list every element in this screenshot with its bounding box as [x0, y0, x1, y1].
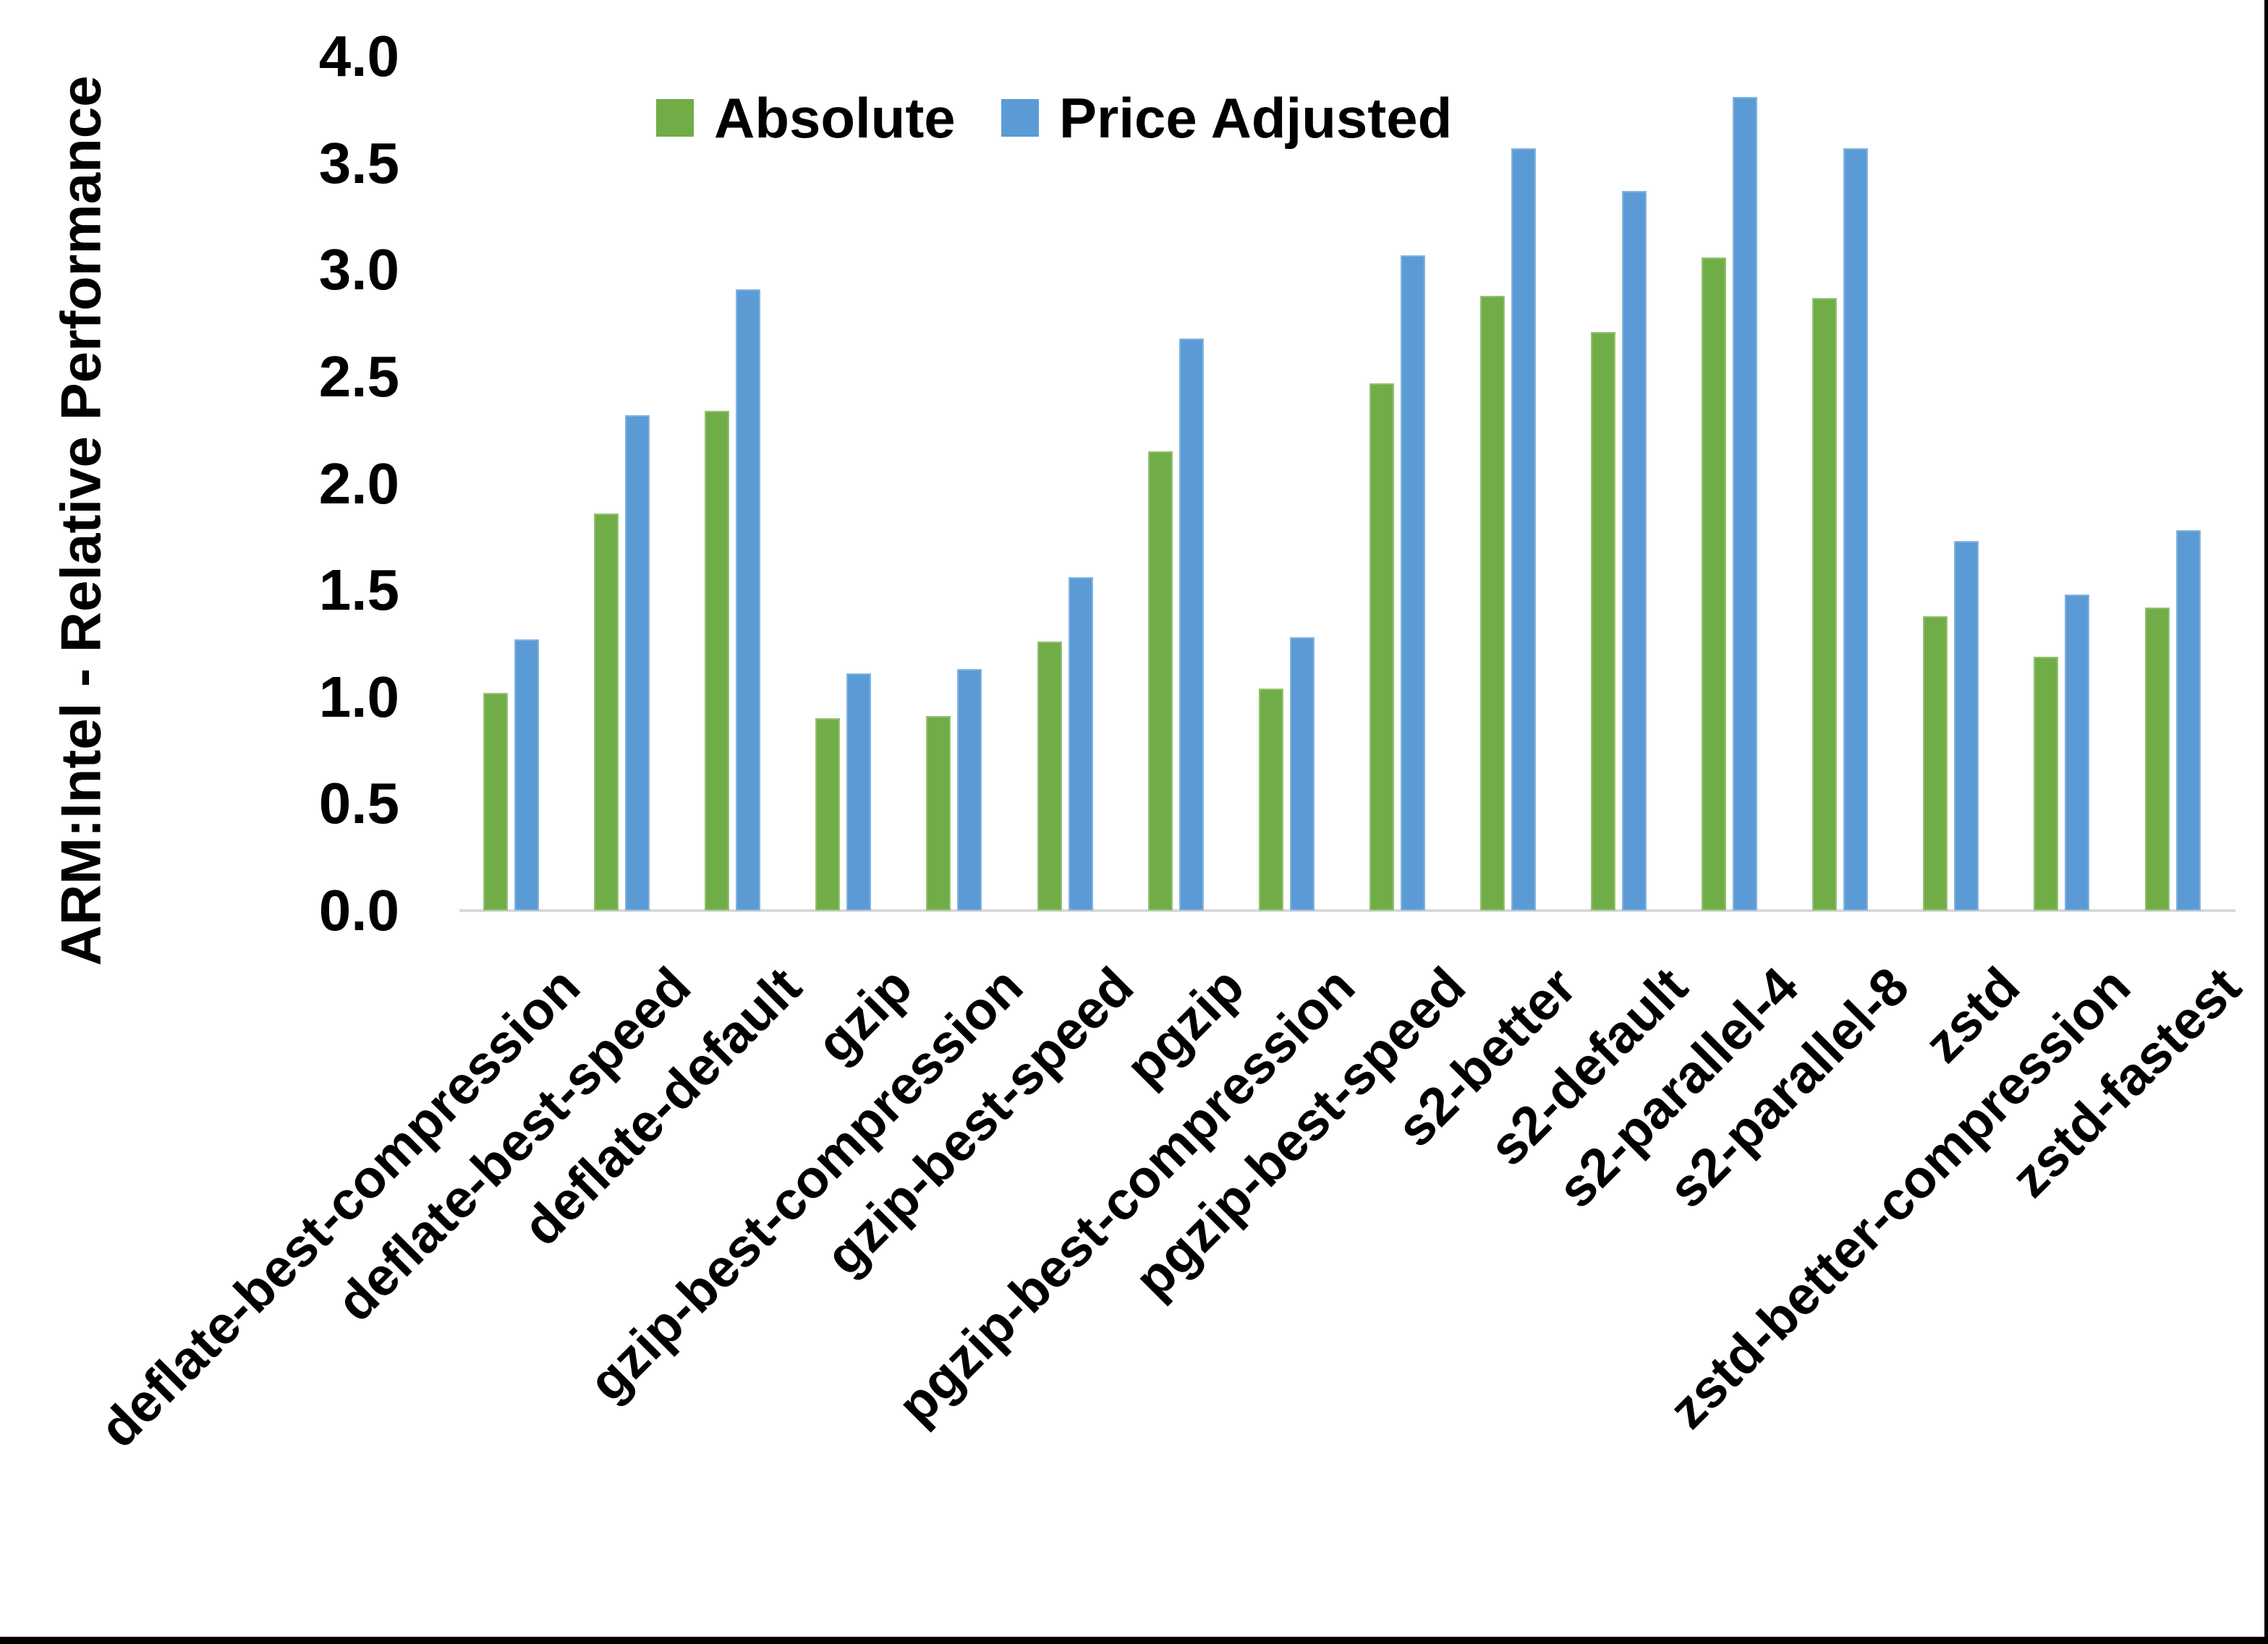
- bar-price-adjusted-gzip-best-compression: [957, 669, 982, 911]
- bar-absolute-deflate-best-compression: [483, 692, 508, 911]
- bar-price-adjusted-deflate-best-speed: [625, 415, 650, 911]
- bar-price-adjusted-s2-default: [1622, 191, 1647, 911]
- bar-absolute-deflate-best-speed: [594, 513, 619, 911]
- bar-absolute-s2-better: [1479, 295, 1505, 911]
- y-tick-label: 1.0: [318, 664, 399, 729]
- bar-absolute-s2-default: [1591, 331, 1615, 911]
- bar-price-adjusted-deflate-best-compression: [514, 639, 539, 911]
- x-axis-line: [459, 909, 2235, 912]
- legend-item-price-adjusted: Price Adjusted: [1001, 90, 1452, 146]
- bar-absolute-zstd-better-compression: [2034, 656, 2059, 911]
- bar-price-adjusted-s2-better: [1511, 148, 1536, 911]
- legend-swatch-price-adjusted-icon: [1001, 99, 1039, 137]
- bar-absolute-gzip-best-compression: [926, 716, 951, 911]
- y-tick-label: 2.0: [318, 451, 399, 516]
- bar-price-adjusted-gzip-best-speed: [1068, 577, 1093, 911]
- bar-absolute-deflate-default: [705, 411, 730, 911]
- y-tick-label: 4.0: [318, 24, 399, 88]
- y-tick-label: 1.5: [318, 558, 399, 623]
- window-right-border: [2264, 0, 2268, 1644]
- window-bottom-border: [0, 1637, 2268, 1644]
- y-tick-label: 3.0: [318, 237, 399, 302]
- bar-absolute-gzip: [815, 718, 841, 911]
- bar-absolute-zstd-fastest: [2144, 607, 2170, 911]
- y-tick-label: 3.5: [318, 130, 399, 195]
- legend-label-absolute: Absolute: [714, 86, 956, 150]
- y-tick-label: 2.5: [318, 344, 399, 409]
- bar-price-adjusted-deflate-default: [736, 289, 761, 911]
- legend-swatch-absolute-icon: [656, 99, 694, 137]
- bar-price-adjusted-zstd-fastest: [2175, 530, 2201, 911]
- bar-price-adjusted-zstd-better-compression: [2065, 595, 2090, 911]
- bar-absolute-s2-parallel-8: [1812, 297, 1838, 911]
- bar-price-adjusted-pgzip-best-compression: [1289, 637, 1314, 911]
- legend-label-price-adjusted: Price Adjusted: [1059, 86, 1453, 150]
- legend-item-absolute: Absolute: [656, 90, 956, 146]
- bar-absolute-zstd: [1923, 616, 1948, 911]
- bar-absolute-pgzip-best-compression: [1258, 688, 1283, 911]
- y-tick-label: 0.5: [318, 771, 399, 836]
- bar-price-adjusted-gzip: [846, 673, 872, 911]
- bar-price-adjusted-zstd: [1954, 541, 1979, 911]
- bar-price-adjusted-s2-parallel-4: [1733, 97, 1758, 911]
- bar-absolute-pgzip: [1147, 451, 1173, 911]
- bar-absolute-gzip-best-speed: [1037, 641, 1062, 911]
- bar-price-adjusted-pgzip-best-speed: [1400, 255, 1425, 911]
- bar-price-adjusted-s2-parallel-8: [1843, 148, 1869, 911]
- bar-absolute-s2-parallel-4: [1702, 257, 1727, 911]
- x-category-label-text: deflate-best-compression: [88, 955, 591, 1459]
- bar-price-adjusted-pgzip: [1178, 338, 1204, 911]
- bar-absolute-pgzip-best-speed: [1369, 383, 1394, 911]
- y-tick-label: 0.0: [318, 878, 399, 942]
